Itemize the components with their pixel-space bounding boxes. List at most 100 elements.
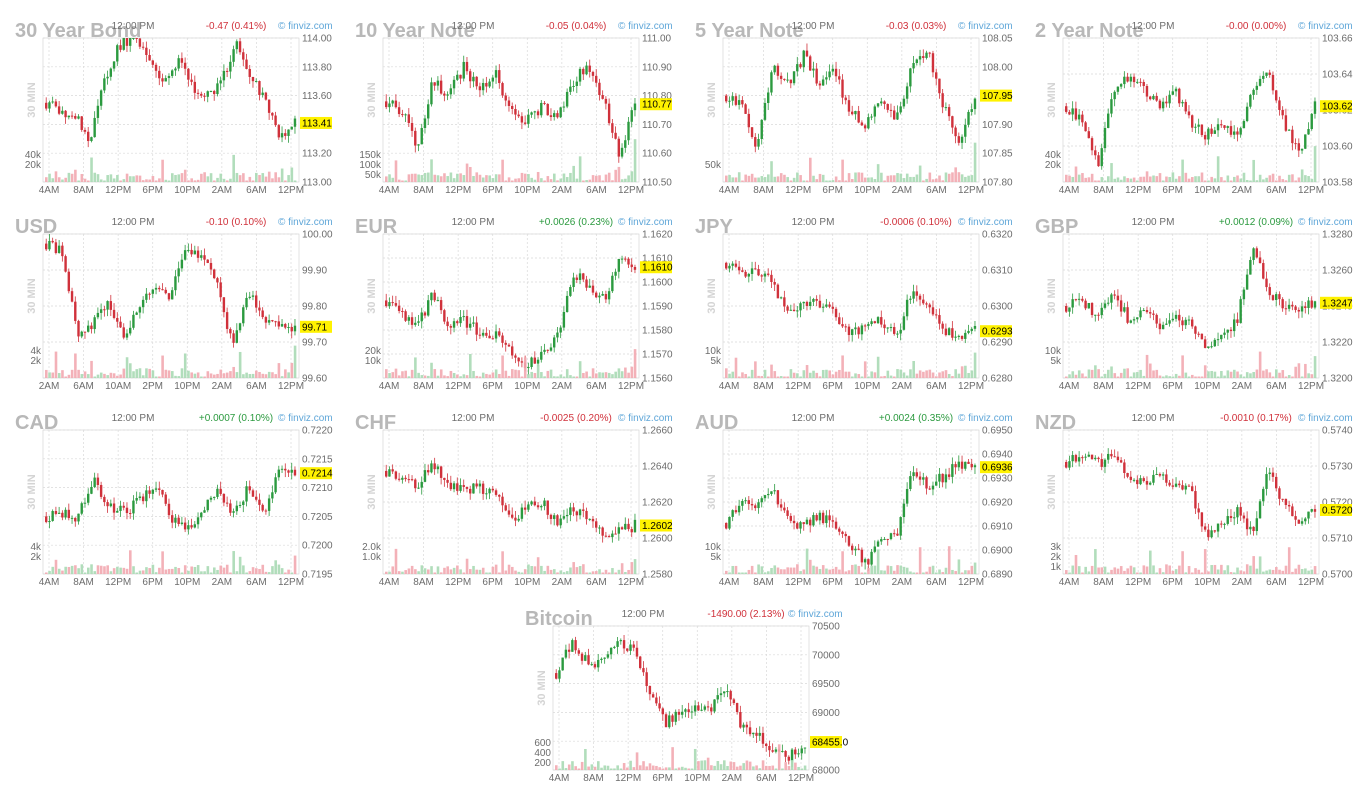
candle-body <box>1252 89 1255 95</box>
candle-body <box>407 317 411 321</box>
candle-body <box>485 493 488 495</box>
chart-panel[interactable]: 4AM 8AM 12PM 6PM 10PM 2AM 6AM 12PM 1.1620 1.1610 1… <box>355 214 685 404</box>
volume-bar <box>394 548 398 574</box>
candle-body <box>70 517 74 519</box>
chart-panel[interactable]: 4AM 8AM 12PM 6PM 10PM 2AM 6AM 12PM 70500 70000 695… <box>525 606 855 796</box>
x-tick-label: 8AM <box>1093 381 1114 392</box>
chart-panel[interactable]: 4AM 8AM 12PM 6PM 10PM 2AM 6AM 12PM 0.6950 0.6940 0… <box>695 410 1025 600</box>
chart-panel[interactable]: 4AM 8AM 12PM 6PM 10PM 2AM 6AM 12PM 1.2660 1.2640 1… <box>355 410 685 600</box>
chart-panel[interactable]: 4AM 8AM 12PM 6PM 10PM 2AM 6AM 12PM 0.6320 0.6310 0… <box>695 214 1025 404</box>
chart-panel[interactable]: 2AM 6AM 10AM 2PM 10PM 2AM 6AM 12PM 100.00 99.90 99… <box>15 214 345 404</box>
candle-body <box>103 496 106 503</box>
chart-panel[interactable]: 4AM 8AM 12PM 6PM 10PM 2AM 6AM 12PM 108.05 108.00 1… <box>695 18 1025 208</box>
volume-bar <box>1313 146 1317 182</box>
candle-body <box>796 64 799 72</box>
volume-bar <box>456 565 459 574</box>
candle-body <box>841 79 844 98</box>
volume-bar <box>706 757 710 770</box>
chart-svg[interactable]: 4AM 8AM 12PM 6PM 10PM 2AM 6AM 12PM7050070000695… <box>525 606 855 796</box>
candle-body <box>642 668 645 673</box>
volume-bar <box>569 567 572 574</box>
volume-bar <box>1181 159 1184 182</box>
volume-bar <box>1203 365 1207 378</box>
y-tick-label: 108.00 <box>982 62 1013 73</box>
x-tick-label: 2AM <box>552 185 573 196</box>
volume-bar <box>812 370 815 378</box>
candle-body <box>109 503 113 507</box>
candle-body <box>385 470 388 477</box>
candle-body <box>815 298 818 301</box>
volume-bar <box>915 373 919 378</box>
candle-body <box>757 139 760 147</box>
y-tick-label: 103.64 <box>1322 70 1353 81</box>
chart-panel[interactable]: 4AM 8AM 12PM 6PM 10PM 2AM 6AM 12PM 103.66 103.64 1… <box>1035 18 1365 208</box>
candle-body <box>449 88 453 95</box>
candle-body <box>488 81 491 87</box>
chart-svg[interactable]: 4AM 8AM 12PM 6PM 10PM 2AM 6AM 12PM114.00113.801… <box>15 18 345 208</box>
chart-svg[interactable]: 2AM 6AM 10AM 2PM 10PM 2AM 6AM 12PM100.0099.9099… <box>15 214 345 404</box>
volume-tick-label: 10k <box>1045 346 1062 357</box>
candle-body <box>481 82 485 91</box>
chart-panel[interactable]: 4AM 8AM 12PM 6PM 10PM 2AM 6AM 12PM 0.5740 0.5730 0… <box>1035 410 1365 600</box>
candle-body <box>119 321 122 328</box>
chart-svg[interactable]: 4AM 8AM 12PM 6PM 10PM 2AM 6AM 12PM111.00110.901… <box>355 18 685 208</box>
volume-bar <box>1139 369 1142 378</box>
x-tick-label: 12PM <box>1125 381 1151 392</box>
volume-bar <box>530 177 533 182</box>
volume-bar <box>1229 180 1233 182</box>
volume-bar <box>831 374 835 378</box>
x-tick-label: 12PM <box>445 381 471 392</box>
candle-body <box>112 503 116 513</box>
volume-bar <box>1107 176 1110 182</box>
y-tick-label: 0.5740 <box>1322 426 1353 437</box>
candle-body <box>96 477 100 485</box>
chart-svg[interactable]: 4AM 8AM 12PM 6PM 10PM 2AM 6AM 12PM0.57400.57300… <box>1035 410 1365 600</box>
volume-bar <box>578 566 582 574</box>
chart-panel[interactable]: 4AM 8AM 12PM 6PM 10PM 2AM 6AM 12PM 114.00 113.80 1… <box>15 18 345 208</box>
candle-body <box>607 291 611 300</box>
volume-bar <box>841 355 844 378</box>
volume-bar <box>565 177 569 182</box>
volume-bar <box>922 572 925 574</box>
chart-svg[interactable]: 4AM 8AM 12PM 6PM 10PM 2AM 6AM 12PM0.69500.69400… <box>695 410 1025 600</box>
candle-body <box>1213 339 1217 347</box>
candle-body <box>957 335 961 337</box>
candle-body <box>280 468 284 470</box>
chart-svg[interactable]: 4AM 8AM 12PM 6PM 10PM 2AM 6AM 12PM0.63200.63100… <box>695 214 1025 404</box>
chart-svg[interactable]: 4AM 8AM 12PM 6PM 10PM 2AM 6AM 12PM1.26601.26401… <box>355 410 685 600</box>
volume-bar <box>802 370 806 378</box>
chart-svg[interactable]: 4AM 8AM 12PM 6PM 10PM 2AM 6AM 12PM103.66103.641… <box>1035 18 1365 208</box>
x-tick-label: 4AM <box>549 773 570 784</box>
candle-body <box>232 333 235 343</box>
candle-body <box>1129 76 1133 82</box>
volume-bar <box>251 567 255 574</box>
candle-body <box>271 320 274 322</box>
candle-body <box>1210 530 1213 538</box>
chart-svg[interactable]: 4AM 8AM 12PM 6PM 10PM 2AM 6AM 12PM1.16201.16101… <box>355 214 685 404</box>
x-tick-label: 12PM <box>785 381 811 392</box>
candle-body <box>1291 506 1294 517</box>
volume-bar <box>1171 376 1175 378</box>
volume-bar <box>941 371 945 378</box>
candle-body <box>74 116 77 119</box>
chart-svg[interactable]: 4AM 8AM 12PM 6PM 10PM 2AM 6AM 12PM0.72200.72150… <box>15 410 345 600</box>
candle-body <box>1184 319 1187 326</box>
chart-panel[interactable]: 4AM 8AM 12PM 6PM 10PM 2AM 6AM 12PM 1.3280 1.3260 1… <box>1035 214 1365 404</box>
volume-bar <box>203 172 206 182</box>
volume-bar <box>632 767 636 770</box>
volume-tick-label: 1k <box>1050 562 1062 573</box>
volume-bar <box>607 172 611 182</box>
volume-bar <box>899 565 903 574</box>
chart-svg[interactable]: 4AM 8AM 12PM 6PM 10PM 2AM 6AM 12PM1.32801.32601… <box>1035 214 1365 404</box>
volume-bar <box>164 179 168 182</box>
candle-body <box>1233 131 1236 135</box>
candle-body <box>880 101 883 104</box>
chart-panel[interactable]: 4AM 8AM 12PM 6PM 10PM 2AM 6AM 12PM 0.7220 0.7215 0… <box>15 410 345 600</box>
volume-bar <box>161 159 164 182</box>
volume-bar <box>1310 569 1314 574</box>
candle-body <box>747 500 751 504</box>
chart-svg[interactable]: 4AM 8AM 12PM 6PM 10PM 2AM 6AM 12PM108.05108.001… <box>695 18 1025 208</box>
candle-body <box>757 269 760 276</box>
chart-panel[interactable]: 4AM 8AM 12PM 6PM 10PM 2AM 6AM 12PM 111.00 110.90 1… <box>355 18 685 208</box>
candle-body <box>767 92 770 104</box>
